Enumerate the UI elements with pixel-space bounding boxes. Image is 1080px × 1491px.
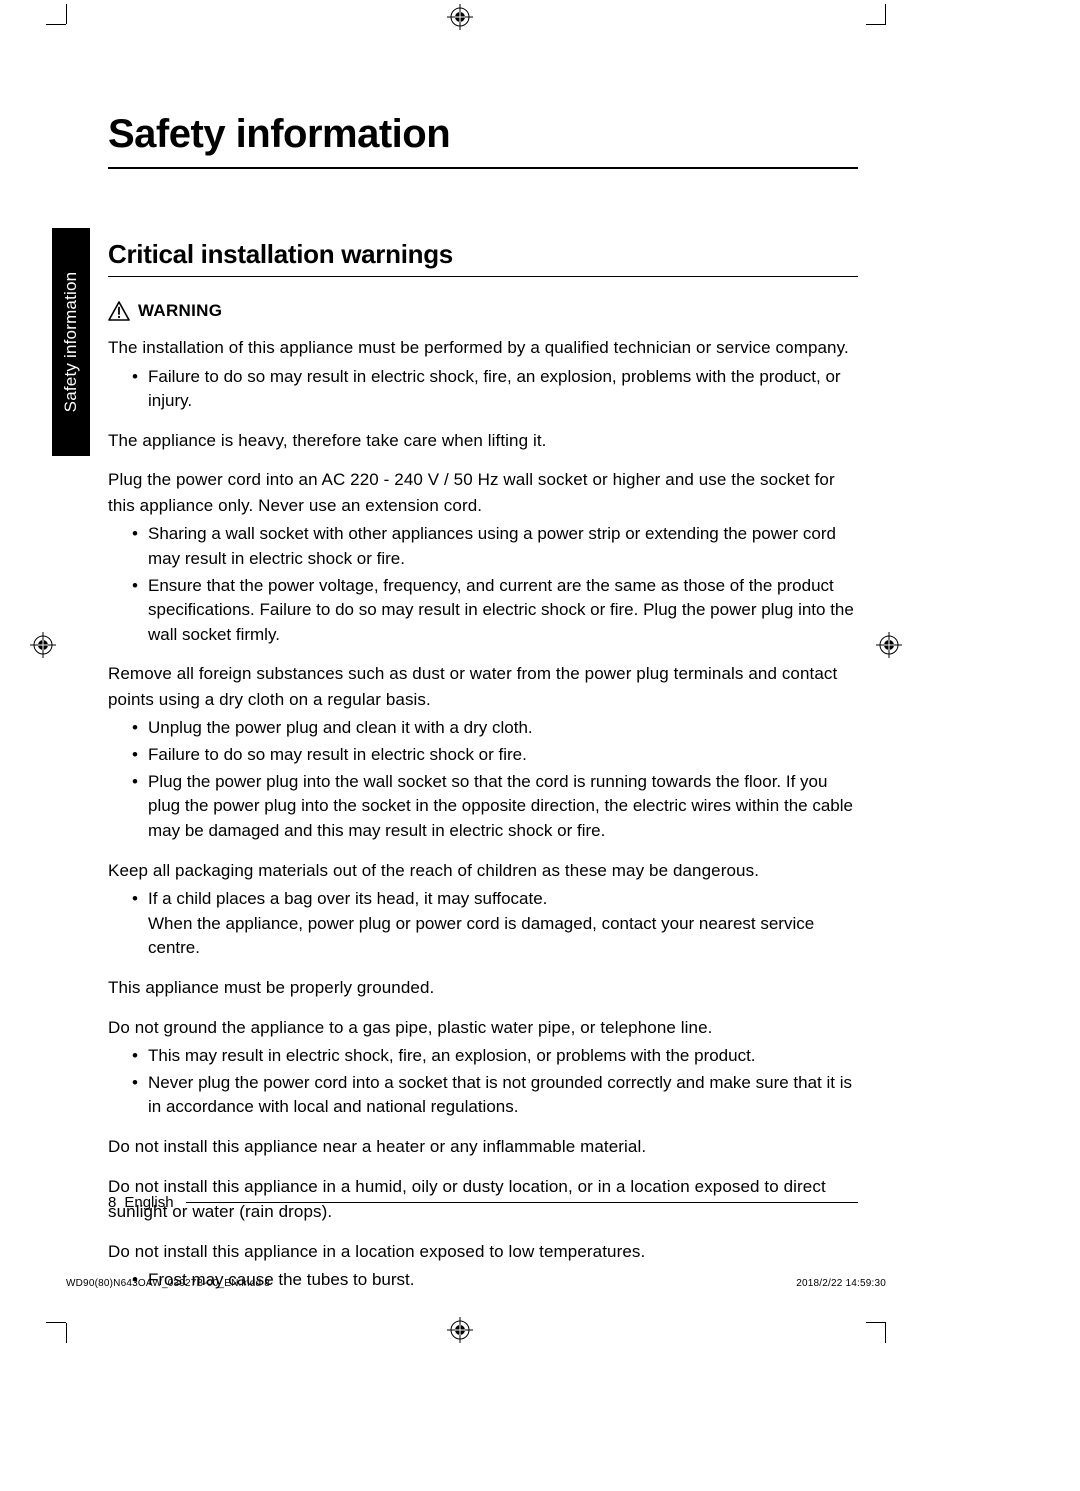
text-block: Do not ground the appliance to a gas pip… [108, 1015, 858, 1120]
paragraph: Keep all packaging materials out of the … [108, 858, 858, 884]
text-block: The appliance is heavy, therefore take c… [108, 428, 858, 454]
bullet-item: Failure to do so may result in electric … [132, 365, 858, 414]
bullet-item: Unplug the power plug and clean it with … [132, 716, 858, 741]
imprint-line: WD90(80)N643OAW_03927B-00_EN.indd 8 2018… [66, 1278, 886, 1289]
paragraph: Plug the power cord into an AC 220 - 240… [108, 467, 858, 518]
registration-mark-icon [30, 632, 56, 658]
warning-heading: WARNING [108, 301, 858, 321]
page-footer: 8 English [108, 1194, 858, 1211]
section-title: Critical installation warnings [108, 239, 858, 277]
crop-mark [866, 1322, 886, 1323]
bullet-item: Sharing a wall socket with other applian… [132, 522, 858, 571]
bullet-list: Sharing a wall socket with other applian… [108, 522, 858, 647]
crop-mark [885, 1323, 886, 1343]
crop-mark [885, 4, 886, 24]
imprint-timestamp: 2018/2/22 14:59:30 [796, 1278, 886, 1289]
page-root: Safety information Safety information Cr… [0, 0, 1080, 1491]
text-block: The installation of this appliance must … [108, 335, 858, 414]
registration-mark-icon [876, 632, 902, 658]
crop-mark [866, 24, 886, 25]
warning-icon [108, 301, 130, 321]
body-text: The installation of this appliance must … [108, 335, 858, 1293]
warning-label: WARNING [138, 301, 222, 321]
bullet-list: If a child places a bag over its head, i… [108, 887, 858, 961]
page-title: Safety information [108, 112, 858, 169]
text-block: Plug the power cord into an AC 220 - 240… [108, 467, 858, 647]
page-language: English [124, 1194, 173, 1211]
text-block: Do not install this appliance near a hea… [108, 1134, 858, 1160]
registration-mark-icon [447, 1317, 473, 1343]
text-block: Keep all packaging materials out of the … [108, 858, 858, 961]
paragraph: Remove all foreign substances such as du… [108, 661, 858, 712]
crop-mark [46, 1322, 66, 1323]
registration-mark-icon [447, 4, 473, 30]
imprint-file: WD90(80)N643OAW_03927B-00_EN.indd 8 [66, 1278, 270, 1289]
bullet-list: Failure to do so may result in electric … [108, 365, 858, 414]
bullet-item: If a child places a bag over its head, i… [132, 887, 858, 961]
crop-mark [66, 4, 67, 24]
paragraph: This appliance must be properly grounded… [108, 975, 858, 1001]
crop-mark [66, 1323, 67, 1343]
page-number: 8 [108, 1194, 116, 1211]
bullet-list: Unplug the power plug and clean it with … [108, 716, 858, 843]
bullet-item: Never plug the power cord into a socket … [132, 1071, 858, 1120]
paragraph: The installation of this appliance must … [108, 335, 858, 361]
bullet-item: This may result in electric shock, ﬁre, … [132, 1044, 858, 1069]
bullet-item: Failure to do so may result in electric … [132, 743, 858, 768]
crop-mark [46, 24, 66, 25]
paragraph: Do not ground the appliance to a gas pip… [108, 1015, 858, 1041]
side-tab: Safety information [52, 228, 90, 456]
text-block: Remove all foreign substances such as du… [108, 661, 858, 843]
bullet-list: This may result in electric shock, ﬁre, … [108, 1044, 858, 1120]
bullet-item: Ensure that the power voltage, frequency… [132, 574, 858, 648]
content-area: Safety information Critical installation… [108, 112, 858, 1307]
side-tab-label: Safety information [61, 272, 81, 413]
paragraph: The appliance is heavy, therefore take c… [108, 428, 858, 454]
footer-rule [186, 1202, 858, 1203]
paragraph: Do not install this appliance near a hea… [108, 1134, 858, 1160]
bullet-item: Plug the power plug into the wall socket… [132, 770, 858, 844]
paragraph: Do not install this appliance in a locat… [108, 1239, 858, 1265]
text-block: This appliance must be properly grounded… [108, 975, 858, 1001]
